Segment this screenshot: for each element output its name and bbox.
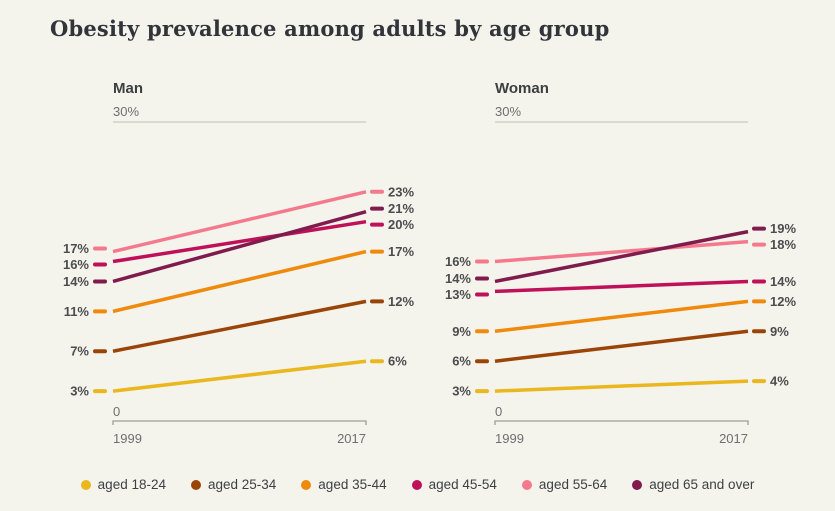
end-value-label-aged-35-44: 17%: [388, 244, 414, 259]
series-line-aged-25-34: [112, 299, 367, 353]
legend-dot-aged-18-24: [80, 479, 91, 490]
series-line-aged-65-and-over: [494, 229, 749, 284]
x-end-year-label: 2017: [719, 431, 748, 446]
chart-title: Obesity prevalence among adults by age g…: [50, 16, 610, 41]
series-line-aged-18-24: [112, 359, 367, 393]
legend-item-aged-25-34: aged 25-34: [190, 477, 277, 492]
series-line-aged-45-54: [494, 279, 749, 294]
start-value-label-aged-55-64: 17%: [63, 241, 89, 256]
legend-item-aged-55-64: aged 55-64: [521, 477, 608, 492]
x-start-year-label: 1999: [495, 431, 524, 446]
start-value-label-aged-25-34: 7%: [70, 344, 89, 359]
legend-item-aged-45-54: aged 45-54: [411, 477, 497, 492]
end-value-label-aged-18-24: 4%: [770, 374, 789, 389]
x-axis: [112, 420, 367, 425]
legend-dot-aged-35-44: [301, 479, 312, 490]
ymax-label: 30%: [495, 104, 521, 119]
legend-dot-aged-55-64: [521, 479, 532, 490]
end-value-label-aged-55-64: 23%: [388, 184, 414, 199]
series-line-aged-25-34: [494, 329, 749, 363]
legend-label: aged 55-64: [538, 477, 608, 492]
legend-label: aged 65 and over: [649, 477, 755, 492]
start-value-label-aged-65-and-over: 14%: [63, 274, 89, 289]
series-line-aged-55-64: [112, 190, 367, 254]
end-value-label-aged-25-34: 9%: [770, 324, 789, 339]
baseline-zero-label: 0: [113, 404, 120, 419]
legend: aged 18-24 aged 25-34 aged 35-44 aged 45-54…: [0, 477, 835, 492]
start-value-label-aged-45-54: 16%: [63, 257, 89, 272]
start-value-label-aged-18-24: 3%: [70, 384, 89, 399]
series-line-aged-18-24: [494, 379, 749, 393]
series-line-aged-65-and-over: [112, 210, 367, 284]
series-line-aged-55-64: [494, 239, 749, 264]
legend-item-aged-65-and-over: aged 65 and over: [632, 477, 754, 492]
legend-label: aged 18-24: [97, 477, 166, 492]
series-line-aged-35-44: [112, 249, 367, 314]
x-axis: [494, 420, 749, 425]
legend-item-aged-35-44: aged 35-44: [301, 477, 387, 492]
legend-dot-aged-65-and-over: [632, 479, 643, 490]
end-value-label-aged-18-24: 6%: [388, 354, 407, 369]
panel-title: Man: [113, 80, 143, 97]
start-value-label-aged-65-and-over: 14%: [445, 271, 471, 286]
x-start-year-label: 1999: [113, 431, 142, 446]
end-value-label-aged-55-64: 18%: [770, 237, 796, 252]
legend-dot-aged-45-54: [411, 479, 422, 490]
end-value-label-aged-35-44: 12%: [770, 294, 796, 309]
x-end-year-label: 2017: [337, 431, 366, 446]
end-value-label-aged-65-and-over: 19%: [770, 221, 796, 236]
legend-label: aged 25-34: [207, 477, 277, 492]
start-value-label-aged-35-44: 11%: [64, 304, 90, 319]
start-value-label-aged-45-54: 13%: [445, 287, 471, 302]
start-value-label-aged-18-24: 3%: [452, 384, 471, 399]
legend-item-aged-18-24: aged 18-24: [80, 477, 166, 492]
end-value-label-aged-65-and-over: 21%: [388, 201, 414, 216]
series-line-aged-45-54: [112, 219, 367, 264]
start-value-label-aged-55-64: 16%: [445, 254, 471, 269]
legend-label: aged 45-54: [428, 477, 497, 492]
legend-dot-aged-25-34: [190, 479, 201, 490]
start-value-label-aged-35-44: 9%: [452, 324, 471, 339]
series-line-aged-35-44: [494, 299, 749, 334]
end-value-label-aged-45-54: 14%: [770, 274, 796, 289]
ymax-label: 30%: [113, 104, 139, 119]
panel-title: Woman: [495, 80, 549, 97]
start-value-label-aged-25-34: 6%: [452, 354, 471, 369]
end-value-label-aged-45-54: 20%: [388, 217, 414, 232]
legend-label: aged 35-44: [318, 477, 387, 492]
baseline-zero-label: 0: [495, 404, 502, 419]
end-value-label-aged-25-34: 12%: [388, 294, 414, 309]
